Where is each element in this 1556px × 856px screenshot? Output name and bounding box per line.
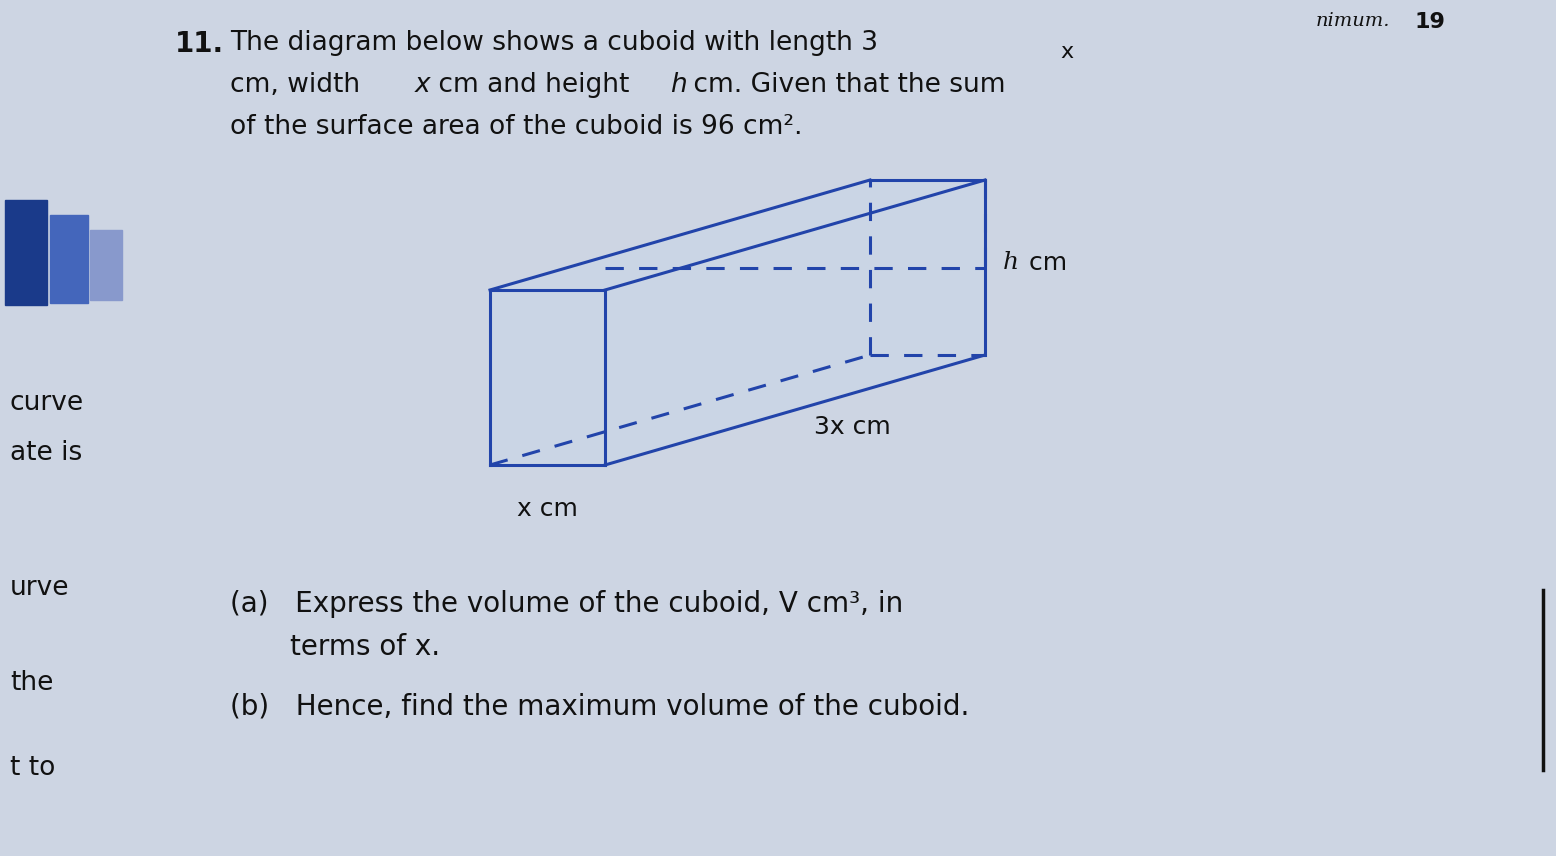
Bar: [90, 230, 121, 300]
Polygon shape: [490, 290, 605, 465]
Polygon shape: [490, 180, 985, 290]
Text: x: x: [1060, 42, 1074, 62]
Text: The diagram below shows a cuboid with length 3: The diagram below shows a cuboid with le…: [230, 30, 878, 56]
Text: 3x cm: 3x cm: [814, 414, 890, 438]
Text: 19: 19: [1414, 12, 1446, 32]
Text: cm: cm: [1021, 251, 1067, 275]
Text: x: x: [415, 72, 431, 98]
Text: (a)   Express the volume of the cuboid, V cm³, in: (a) Express the volume of the cuboid, V …: [230, 590, 902, 618]
Polygon shape: [605, 180, 985, 465]
Text: cm. Given that the sum: cm. Given that the sum: [685, 72, 1005, 98]
Text: t to: t to: [9, 755, 56, 781]
Bar: [50, 215, 89, 303]
Text: curve: curve: [9, 390, 84, 416]
Text: cm and height: cm and height: [429, 72, 638, 98]
Text: (b)   Hence, find the maximum volume of the cuboid.: (b) Hence, find the maximum volume of th…: [230, 693, 969, 721]
Text: ate is: ate is: [9, 440, 82, 466]
Bar: [5, 200, 47, 305]
Text: terms of x.: terms of x.: [289, 633, 440, 661]
Text: cm, width: cm, width: [230, 72, 369, 98]
Text: h: h: [671, 72, 686, 98]
Text: of the surface area of the cuboid is 96 cm².: of the surface area of the cuboid is 96 …: [230, 114, 803, 140]
Text: urve: urve: [9, 575, 70, 601]
Text: the: the: [9, 670, 53, 696]
Text: 11.: 11.: [174, 30, 224, 58]
Text: x cm: x cm: [517, 497, 577, 521]
Text: h: h: [1004, 251, 1019, 274]
Text: nimum.: nimum.: [1315, 12, 1390, 30]
